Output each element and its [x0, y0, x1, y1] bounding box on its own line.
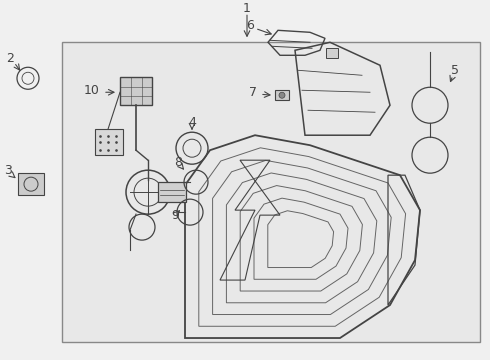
- Text: 5: 5: [451, 64, 459, 77]
- Circle shape: [279, 92, 285, 98]
- Bar: [18, 173, 44, 195]
- Text: 10: 10: [84, 84, 100, 97]
- Bar: [62, 42, 480, 342]
- Bar: [275, 90, 289, 100]
- Text: 2: 2: [6, 52, 14, 65]
- Text: 4: 4: [188, 116, 196, 129]
- Bar: [120, 77, 152, 105]
- Text: 3: 3: [4, 164, 12, 177]
- Text: 6: 6: [246, 19, 254, 32]
- Text: 9: 9: [171, 209, 179, 222]
- Bar: [158, 182, 186, 202]
- Text: 8: 8: [174, 156, 182, 169]
- Bar: [326, 48, 338, 58]
- Text: 1: 1: [243, 2, 251, 15]
- Text: 7: 7: [249, 86, 257, 99]
- Bar: [95, 129, 123, 155]
